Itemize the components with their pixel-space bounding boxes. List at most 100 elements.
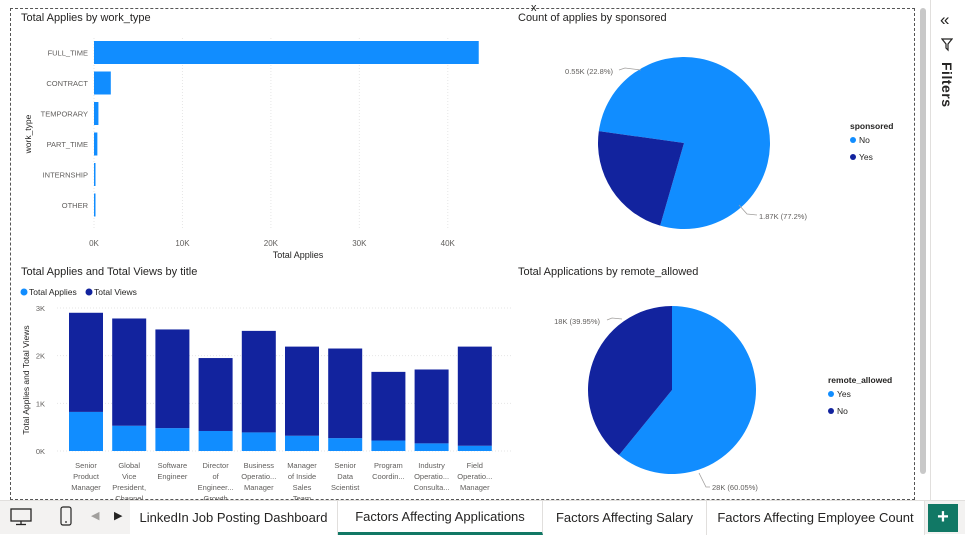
pie-slice	[598, 57, 770, 230]
x-tick-label: President,	[112, 483, 146, 492]
leader-line	[618, 67, 642, 71]
filters-label[interactable]: Filters	[939, 62, 955, 108]
legend-marker	[20, 288, 28, 296]
add-page-button[interactable]: +	[928, 504, 958, 532]
x-tick-label: 10K	[175, 239, 190, 248]
x-tick-label: Product	[73, 472, 100, 481]
x-tick-label: 20K	[264, 239, 279, 248]
bar-total-views	[155, 329, 190, 429]
desktop-icon[interactable]	[10, 508, 32, 526]
x-tick-label: Manager	[244, 483, 274, 492]
tab-label: Factors Affecting Salary	[555, 510, 694, 525]
sponsored-pie-chart[interactable]: 1.87K (77.2%) 0.55K (22.8%) sponsored No Yes	[510, 8, 915, 263]
bar-total-views	[198, 358, 233, 431]
y-tick-label: 0K	[36, 447, 45, 456]
legend-marker	[828, 408, 834, 414]
tab-factors-salary[interactable]: Factors Affecting Salary	[543, 501, 707, 535]
y-tick-label: OTHER	[62, 201, 89, 210]
y-tick-label: 3K	[36, 304, 45, 313]
x-tick-label: of	[212, 472, 219, 481]
bar	[94, 71, 111, 95]
data-label: 18K (39.95%)	[554, 317, 600, 326]
work-type-bar-chart[interactable]: 0K 10K 20K 30K 40K FULL_TIME CONTRACT TEMPORARY…	[12, 8, 502, 263]
chart-remote-allowed[interactable]: Total Applications by remote_allowed 28K…	[510, 262, 915, 500]
y-tick-label: FULL_TIME	[48, 49, 88, 58]
legend-marker	[828, 391, 834, 397]
chart-title: Total Applies and Total Views by title	[21, 266, 198, 278]
x-tick-label: Engineer	[157, 472, 188, 481]
legend-title: sponsored	[850, 121, 893, 131]
scrollbar-thumb[interactable]	[920, 8, 926, 474]
bar-total-applies	[457, 445, 492, 451]
x-tick-label: Operatio...	[241, 472, 276, 481]
x-axis-title: Total Applies	[273, 250, 324, 260]
legend-label: No	[837, 406, 848, 416]
bar-total-applies	[241, 432, 276, 451]
pie-slice	[618, 306, 756, 474]
vertical-scrollbar[interactable]	[918, 8, 928, 478]
x-tick-label: 30K	[352, 239, 367, 248]
y-tick-label: INTERNSHIP	[43, 171, 88, 180]
leader-line	[698, 472, 710, 488]
bar-total-views	[69, 312, 103, 412]
bar-total-views	[414, 369, 449, 444]
x-tick-label: Manager	[287, 461, 317, 470]
report-page	[10, 8, 915, 500]
x-tick-label: Manager	[71, 483, 101, 492]
bar-total-views	[457, 346, 492, 446]
bar-total-applies	[285, 435, 319, 451]
tab-factors-applications[interactable]: Factors Affecting Applications	[338, 501, 543, 535]
x-tick-label: 40K	[441, 239, 456, 248]
bar	[94, 102, 99, 125]
tab-label: Factors Affecting Applications	[355, 509, 525, 524]
legend-label: Total Applies	[29, 287, 77, 297]
chart-work-type[interactable]: Total Applies by work_type 0K 10K 20K 30K 40…	[12, 8, 502, 263]
chart-sponsored[interactable]: Count of applies by sponsored 1.87K (77.…	[510, 8, 915, 263]
tab-factors-employee-count[interactable]: Factors Affecting Employee Count	[707, 501, 925, 535]
phone-icon[interactable]	[60, 506, 72, 526]
bar-total-applies	[112, 425, 147, 451]
x-tick-label: Operatio...	[457, 472, 492, 481]
legend-label: Total Views	[94, 287, 137, 297]
data-label: 1.87K (77.2%)	[759, 212, 807, 221]
tab-label: Factors Affecting Employee Count	[717, 510, 914, 525]
bar-total-applies	[414, 443, 449, 451]
previous-page-icon[interactable]: ◀	[91, 510, 100, 522]
bar-total-views	[328, 348, 363, 439]
legend-title: remote_allowed	[828, 375, 892, 385]
x-tick-label: of Inside	[288, 472, 316, 481]
chart-title-applies-views[interactable]: Total Applies and Total Views by title 0…	[12, 262, 512, 503]
legend-marker	[85, 288, 93, 296]
close-tab-icon[interactable]: x	[531, 2, 537, 14]
x-tick-label: Industry	[418, 461, 445, 470]
leader-line	[738, 204, 758, 216]
y-tick-label: CONTRACT	[46, 79, 88, 88]
collapse-icon[interactable]: «	[940, 10, 950, 29]
bar-total-applies	[155, 428, 190, 451]
legend-label: Yes	[837, 389, 851, 399]
x-tick-label: Data	[337, 472, 354, 481]
tab-linkedin-dashboard[interactable]: LinkedIn Job Posting Dashboard	[130, 501, 338, 535]
x-tick-label: Senior	[75, 461, 97, 470]
filters-pane	[930, 0, 965, 500]
pie-slice	[598, 131, 684, 226]
remote-pie-chart[interactable]: 28K (60.05%) 18K (39.95%) remote_allowed Ye…	[510, 262, 915, 500]
y-tick-label: 1K	[36, 399, 45, 408]
y-tick-label: 2K	[36, 352, 45, 361]
x-tick-label: Scientist	[331, 483, 360, 492]
next-page-icon[interactable]: ▶	[114, 510, 123, 522]
chart-title: Total Applies by work_type	[21, 12, 151, 24]
x-tick-label: Director	[202, 461, 229, 470]
bar-total-views	[112, 318, 147, 426]
legend-marker	[850, 137, 856, 143]
leader-line	[606, 317, 623, 321]
chart-title: Total Applications by remote_allowed	[518, 266, 699, 278]
tab-label: LinkedIn Job Posting Dashboard	[139, 510, 328, 525]
bar-total-views	[371, 371, 406, 441]
y-tick-label: TEMPORARY	[41, 110, 88, 119]
legend-marker	[850, 154, 856, 160]
x-tick-label: Operatio...	[414, 472, 449, 481]
bar-total-applies	[371, 440, 406, 451]
